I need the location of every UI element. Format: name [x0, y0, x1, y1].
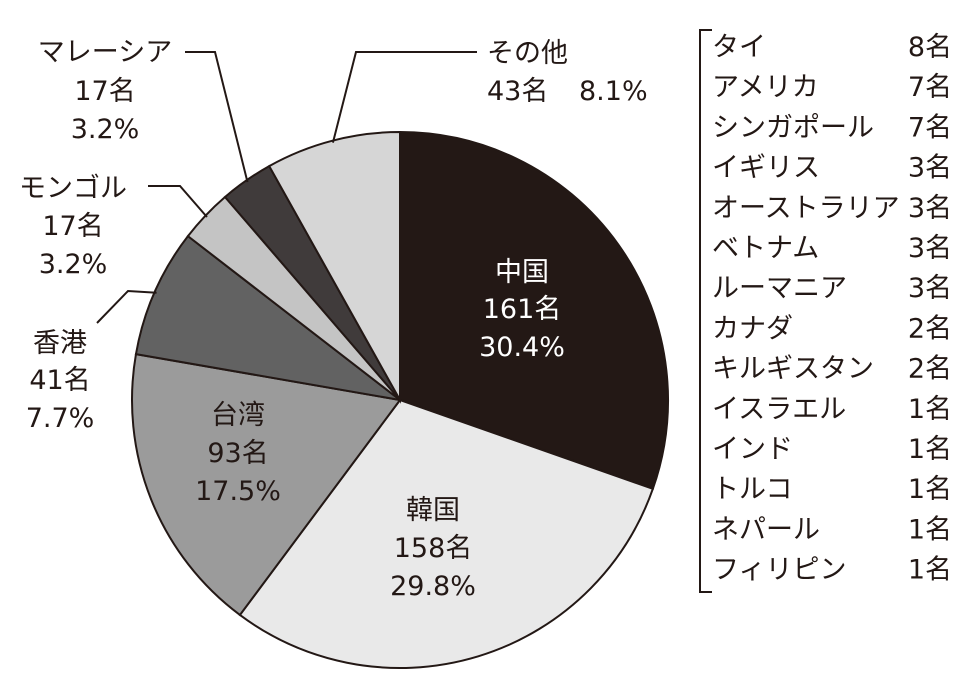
slice-label-malaysia-percent: 3.2% [71, 114, 140, 145]
breakdown-count: 8名 [908, 32, 952, 63]
slice-label-taiwan-count: 93名 [207, 438, 268, 469]
slice-label-other-name: その他 [487, 38, 568, 69]
slice-label-malaysia: マレーシア 17名 3.2% [38, 37, 172, 145]
slice-label-hongkong-count: 41名 [29, 365, 90, 396]
slice-label-taiwan-name: 台湾 [211, 400, 265, 431]
slice-label-mongolia-percent: 3.2% [39, 249, 108, 280]
breakdown-country: ネパール [712, 514, 820, 545]
breakdown-country: イギリス [712, 153, 820, 184]
slice-label-hongkong-percent: 7.7% [26, 403, 95, 434]
breakdown-count: 2名 [908, 354, 952, 385]
breakdown-country: トルコ [712, 474, 792, 505]
breakdown-count: 1名 [908, 394, 952, 425]
slice-label-korea-count: 158名 [394, 533, 473, 564]
slice-label-china-name: 中国 [495, 257, 549, 288]
pie-slice-china [399, 130, 669, 491]
slice-label-malaysia-name: マレーシア [38, 37, 172, 68]
slice-label-mongolia-count: 17名 [42, 211, 103, 242]
slice-label-other-count: 43名 [487, 76, 548, 107]
slice-label-mongolia-name: モンゴル [19, 173, 127, 204]
breakdown-count: 3名 [908, 273, 952, 304]
slice-label-mongolia: モンゴル 17名 3.2% [19, 173, 127, 280]
breakdown-count: 3名 [908, 193, 952, 224]
slice-label-hongkong: 香港 41名 7.7% [26, 328, 95, 434]
breakdown-country: ルーマニア [712, 273, 847, 304]
slice-label-hongkong-name: 香港 [33, 328, 87, 359]
breakdown-count: 1名 [908, 555, 952, 586]
breakdown-country: ベトナム [712, 233, 819, 264]
pie-slice-korea [238, 398, 655, 669]
breakdown-count: 7名 [908, 112, 952, 143]
breakdown-count: 1名 [908, 434, 952, 465]
breakdown-country: タイ [712, 32, 766, 63]
breakdown-country: フィリピン [712, 555, 846, 586]
slice-label-taiwan: 台湾 93名 17.5% [195, 400, 281, 507]
leader-line-malaysia [185, 51, 249, 183]
breakdown-count: 1名 [908, 474, 952, 505]
leader-line-mongolia [148, 185, 208, 218]
slice-label-korea-percent: 29.8% [390, 571, 476, 602]
breakdown-bracket [699, 29, 712, 593]
pie-slice-taiwan [131, 353, 402, 617]
slice-label-korea: 韓国 158名 29.8% [390, 495, 476, 602]
leader-line-hongkong [96, 289, 157, 324]
pie-slices [131, 130, 669, 669]
slice-label-china: 中国 161名 30.4% [479, 257, 565, 363]
slice-label-other: その他 43名 8.1% [487, 38, 648, 107]
breakdown-count: 3名 [908, 153, 952, 184]
slice-label-other-percent: 8.1% [579, 76, 648, 107]
breakdown-country: アメリカ [712, 72, 819, 103]
slice-label-taiwan-percent: 17.5% [195, 476, 281, 507]
breakdown-count: 7名 [908, 72, 952, 103]
leader-lines [96, 51, 477, 324]
slice-label-malaysia-count: 17名 [74, 76, 135, 107]
slice-label-korea-name: 韓国 [406, 495, 460, 526]
breakdown-country: シンガポール [712, 112, 874, 143]
slice-label-china-percent: 30.4% [479, 332, 565, 363]
breakdown-country: オーストラリア [712, 193, 900, 224]
breakdown-country: インド [712, 434, 793, 465]
breakdown-country: カナダ [712, 313, 793, 344]
breakdown-country: キルギスタン [712, 354, 874, 385]
slice-label-china-count: 161名 [483, 294, 562, 325]
leader-line-other [331, 51, 477, 143]
breakdown-count: 2名 [908, 313, 952, 344]
breakdown-country: イスラエル [712, 394, 846, 425]
breakdown-count: 1名 [908, 514, 952, 545]
breakdown-count: 3名 [908, 233, 952, 264]
